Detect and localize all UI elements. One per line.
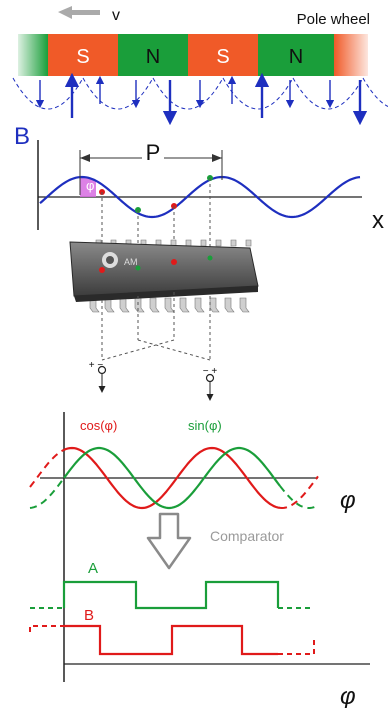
sin-label: sin(φ) [188, 418, 222, 433]
chip-marking: AM [124, 257, 138, 267]
connector-right: − + [203, 366, 218, 401]
digital-x-label: φ [340, 683, 356, 708]
cos-curve-dashed [29, 448, 319, 510]
signal-b [64, 624, 278, 656]
analog-output-plot: φ cos(φ) sin(φ) [29, 412, 356, 530]
field-y-label: B [14, 123, 30, 150]
pole-wheel: S N S N [18, 34, 368, 76]
velocity-arrow-icon [58, 6, 100, 19]
velocity-label: v [112, 7, 120, 24]
cos-label: cos(φ) [80, 418, 117, 433]
analog-x-label: φ [340, 487, 356, 514]
connector-left: + − [89, 360, 107, 393]
pole-label-s-1: S [76, 46, 89, 68]
signal-a [62, 580, 280, 610]
signal-b-label: B [84, 607, 94, 624]
period-label: P [146, 140, 161, 165]
pole-n-1 [118, 34, 188, 76]
signal-a-label: A [88, 560, 98, 577]
cos-curve [63, 446, 281, 510]
pole-n-2 [258, 34, 334, 76]
field-plot: B x φ P [14, 123, 384, 234]
comparator-label: Comparator [210, 528, 284, 544]
connector-left-polarity: + − [89, 360, 104, 371]
pole-label-s-2: S [216, 46, 229, 68]
sin-curve [63, 446, 281, 510]
phase-label: φ [86, 178, 94, 193]
comparator-arrow-icon [146, 512, 192, 570]
sensor-wiring [101, 292, 211, 361]
pole-wheel-title: Pole wheel [297, 11, 370, 28]
pole-label-n-2: N [289, 46, 303, 68]
connector-right-polarity: − + [203, 366, 218, 377]
pole-s-1 [48, 34, 118, 76]
field-x-label: x [372, 207, 384, 234]
sensor-chip: AM [69, 239, 259, 313]
field-lines [12, 72, 388, 126]
pole-label-n-1: N [146, 46, 160, 68]
phase-shade [80, 177, 96, 197]
pole-s-2 [188, 34, 258, 76]
field-curve [39, 175, 361, 219]
sin-curve-dashed [29, 477, 319, 509]
digital-output-plot: φ A B [29, 530, 370, 708]
